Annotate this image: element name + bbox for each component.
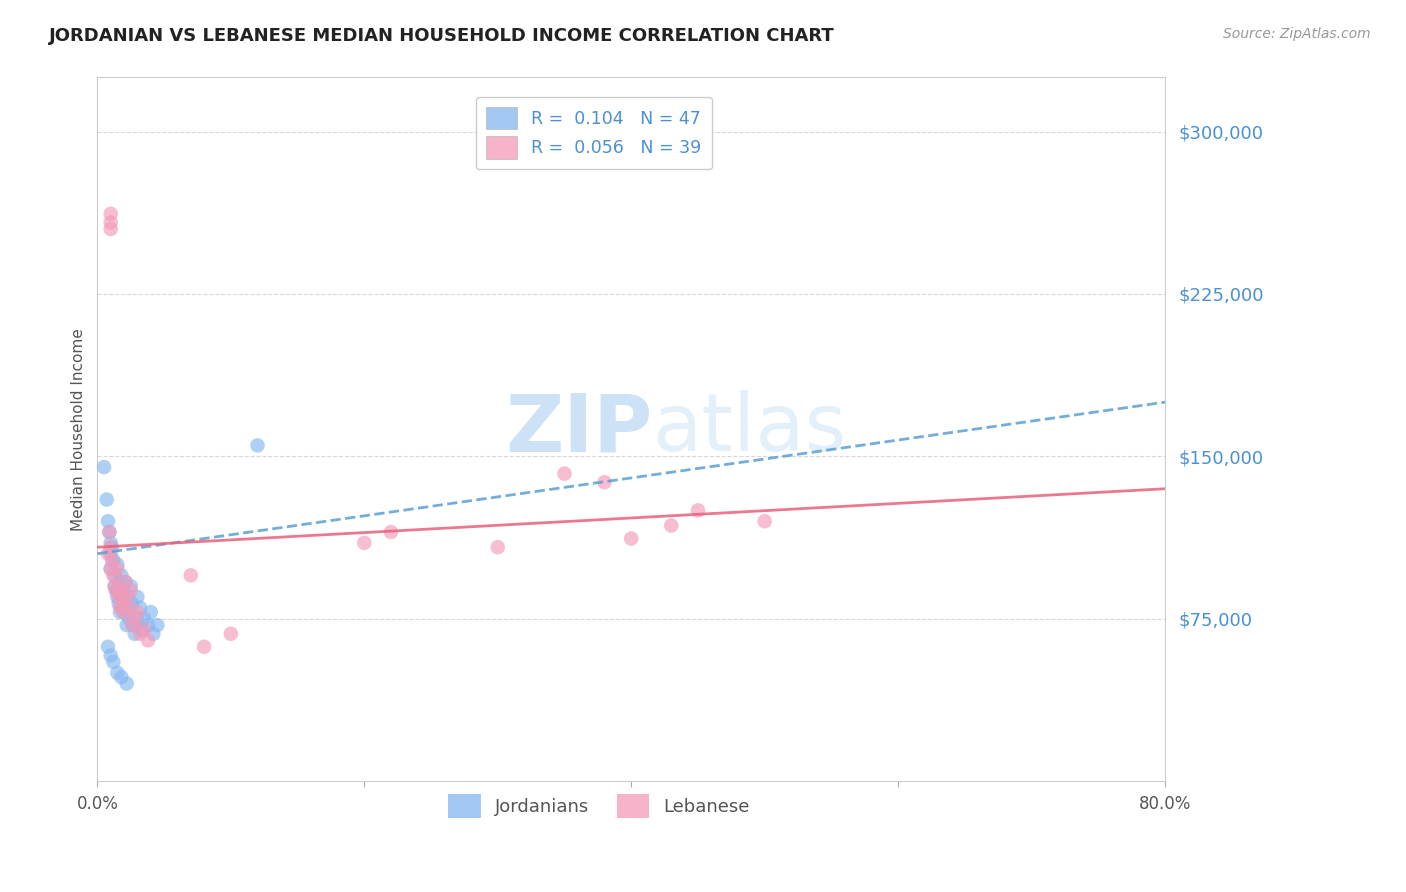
Point — [98, 524, 121, 539]
Point — [104, 568, 127, 582]
Text: ZIP: ZIP — [505, 390, 652, 468]
Point — [100, 540, 122, 554]
Point — [380, 524, 402, 539]
Point — [100, 547, 122, 561]
Point — [115, 590, 138, 604]
Point — [105, 583, 128, 598]
Point — [118, 612, 141, 626]
Point — [104, 579, 127, 593]
Point — [146, 618, 169, 632]
Point — [115, 618, 138, 632]
Point — [659, 518, 682, 533]
Point — [129, 627, 152, 641]
Point — [93, 460, 115, 475]
Point — [112, 605, 135, 619]
Point — [132, 612, 155, 626]
Point — [110, 590, 132, 604]
Point — [114, 574, 136, 589]
Point — [131, 623, 153, 637]
Point — [117, 590, 139, 604]
Point — [103, 655, 125, 669]
Point — [121, 597, 143, 611]
Point — [105, 590, 128, 604]
Point — [120, 583, 142, 598]
Point — [108, 600, 131, 615]
Point — [486, 540, 509, 554]
Point — [100, 536, 122, 550]
Point — [115, 676, 138, 690]
Point — [100, 562, 122, 576]
Y-axis label: Median Household Income: Median Household Income — [72, 328, 86, 531]
Point — [107, 590, 129, 604]
Point — [97, 547, 120, 561]
Point — [122, 618, 145, 632]
Point — [127, 590, 149, 604]
Point — [111, 597, 134, 611]
Point — [127, 612, 149, 626]
Point — [620, 532, 643, 546]
Point — [118, 600, 141, 615]
Point — [120, 579, 142, 593]
Point — [132, 623, 155, 637]
Point — [136, 618, 159, 632]
Point — [193, 640, 215, 654]
Point — [100, 562, 122, 576]
Point — [129, 600, 152, 615]
Point — [105, 665, 128, 680]
Point — [139, 605, 162, 619]
Point — [108, 605, 131, 619]
Point — [686, 503, 709, 517]
Point — [105, 558, 128, 572]
Point — [754, 514, 776, 528]
Point — [103, 553, 125, 567]
Point — [107, 597, 129, 611]
Point — [219, 627, 242, 641]
Point — [110, 568, 132, 582]
Point — [142, 627, 165, 641]
Point — [112, 605, 135, 619]
Point — [100, 648, 122, 663]
Point — [127, 605, 149, 619]
Point — [110, 583, 132, 598]
Point — [593, 475, 616, 490]
Point — [101, 553, 124, 567]
Point — [353, 536, 375, 550]
Point — [111, 600, 134, 615]
Point — [104, 579, 127, 593]
Point — [100, 215, 122, 229]
Point — [107, 574, 129, 589]
Point — [100, 207, 122, 221]
Point — [112, 583, 135, 598]
Text: JORDANIAN VS LEBANESE MEDIAN HOUSEHOLD INCOME CORRELATION CHART: JORDANIAN VS LEBANESE MEDIAN HOUSEHOLD I… — [49, 27, 835, 45]
Point — [101, 540, 124, 554]
Point — [103, 568, 125, 582]
Point — [100, 222, 122, 236]
Point — [97, 514, 120, 528]
Point — [121, 618, 143, 632]
Point — [115, 600, 138, 615]
Point — [97, 640, 120, 654]
Text: Source: ZipAtlas.com: Source: ZipAtlas.com — [1223, 27, 1371, 41]
Point — [180, 568, 202, 582]
Point — [105, 562, 128, 576]
Point — [136, 633, 159, 648]
Point — [98, 524, 121, 539]
Point — [553, 467, 575, 481]
Legend: Jordanians, Lebanese: Jordanians, Lebanese — [441, 787, 758, 825]
Point — [96, 492, 118, 507]
Point — [124, 627, 146, 641]
Point — [105, 583, 128, 598]
Point — [110, 670, 132, 684]
Text: atlas: atlas — [652, 390, 846, 468]
Point — [114, 574, 136, 589]
Point — [246, 438, 269, 452]
Point — [124, 612, 146, 626]
